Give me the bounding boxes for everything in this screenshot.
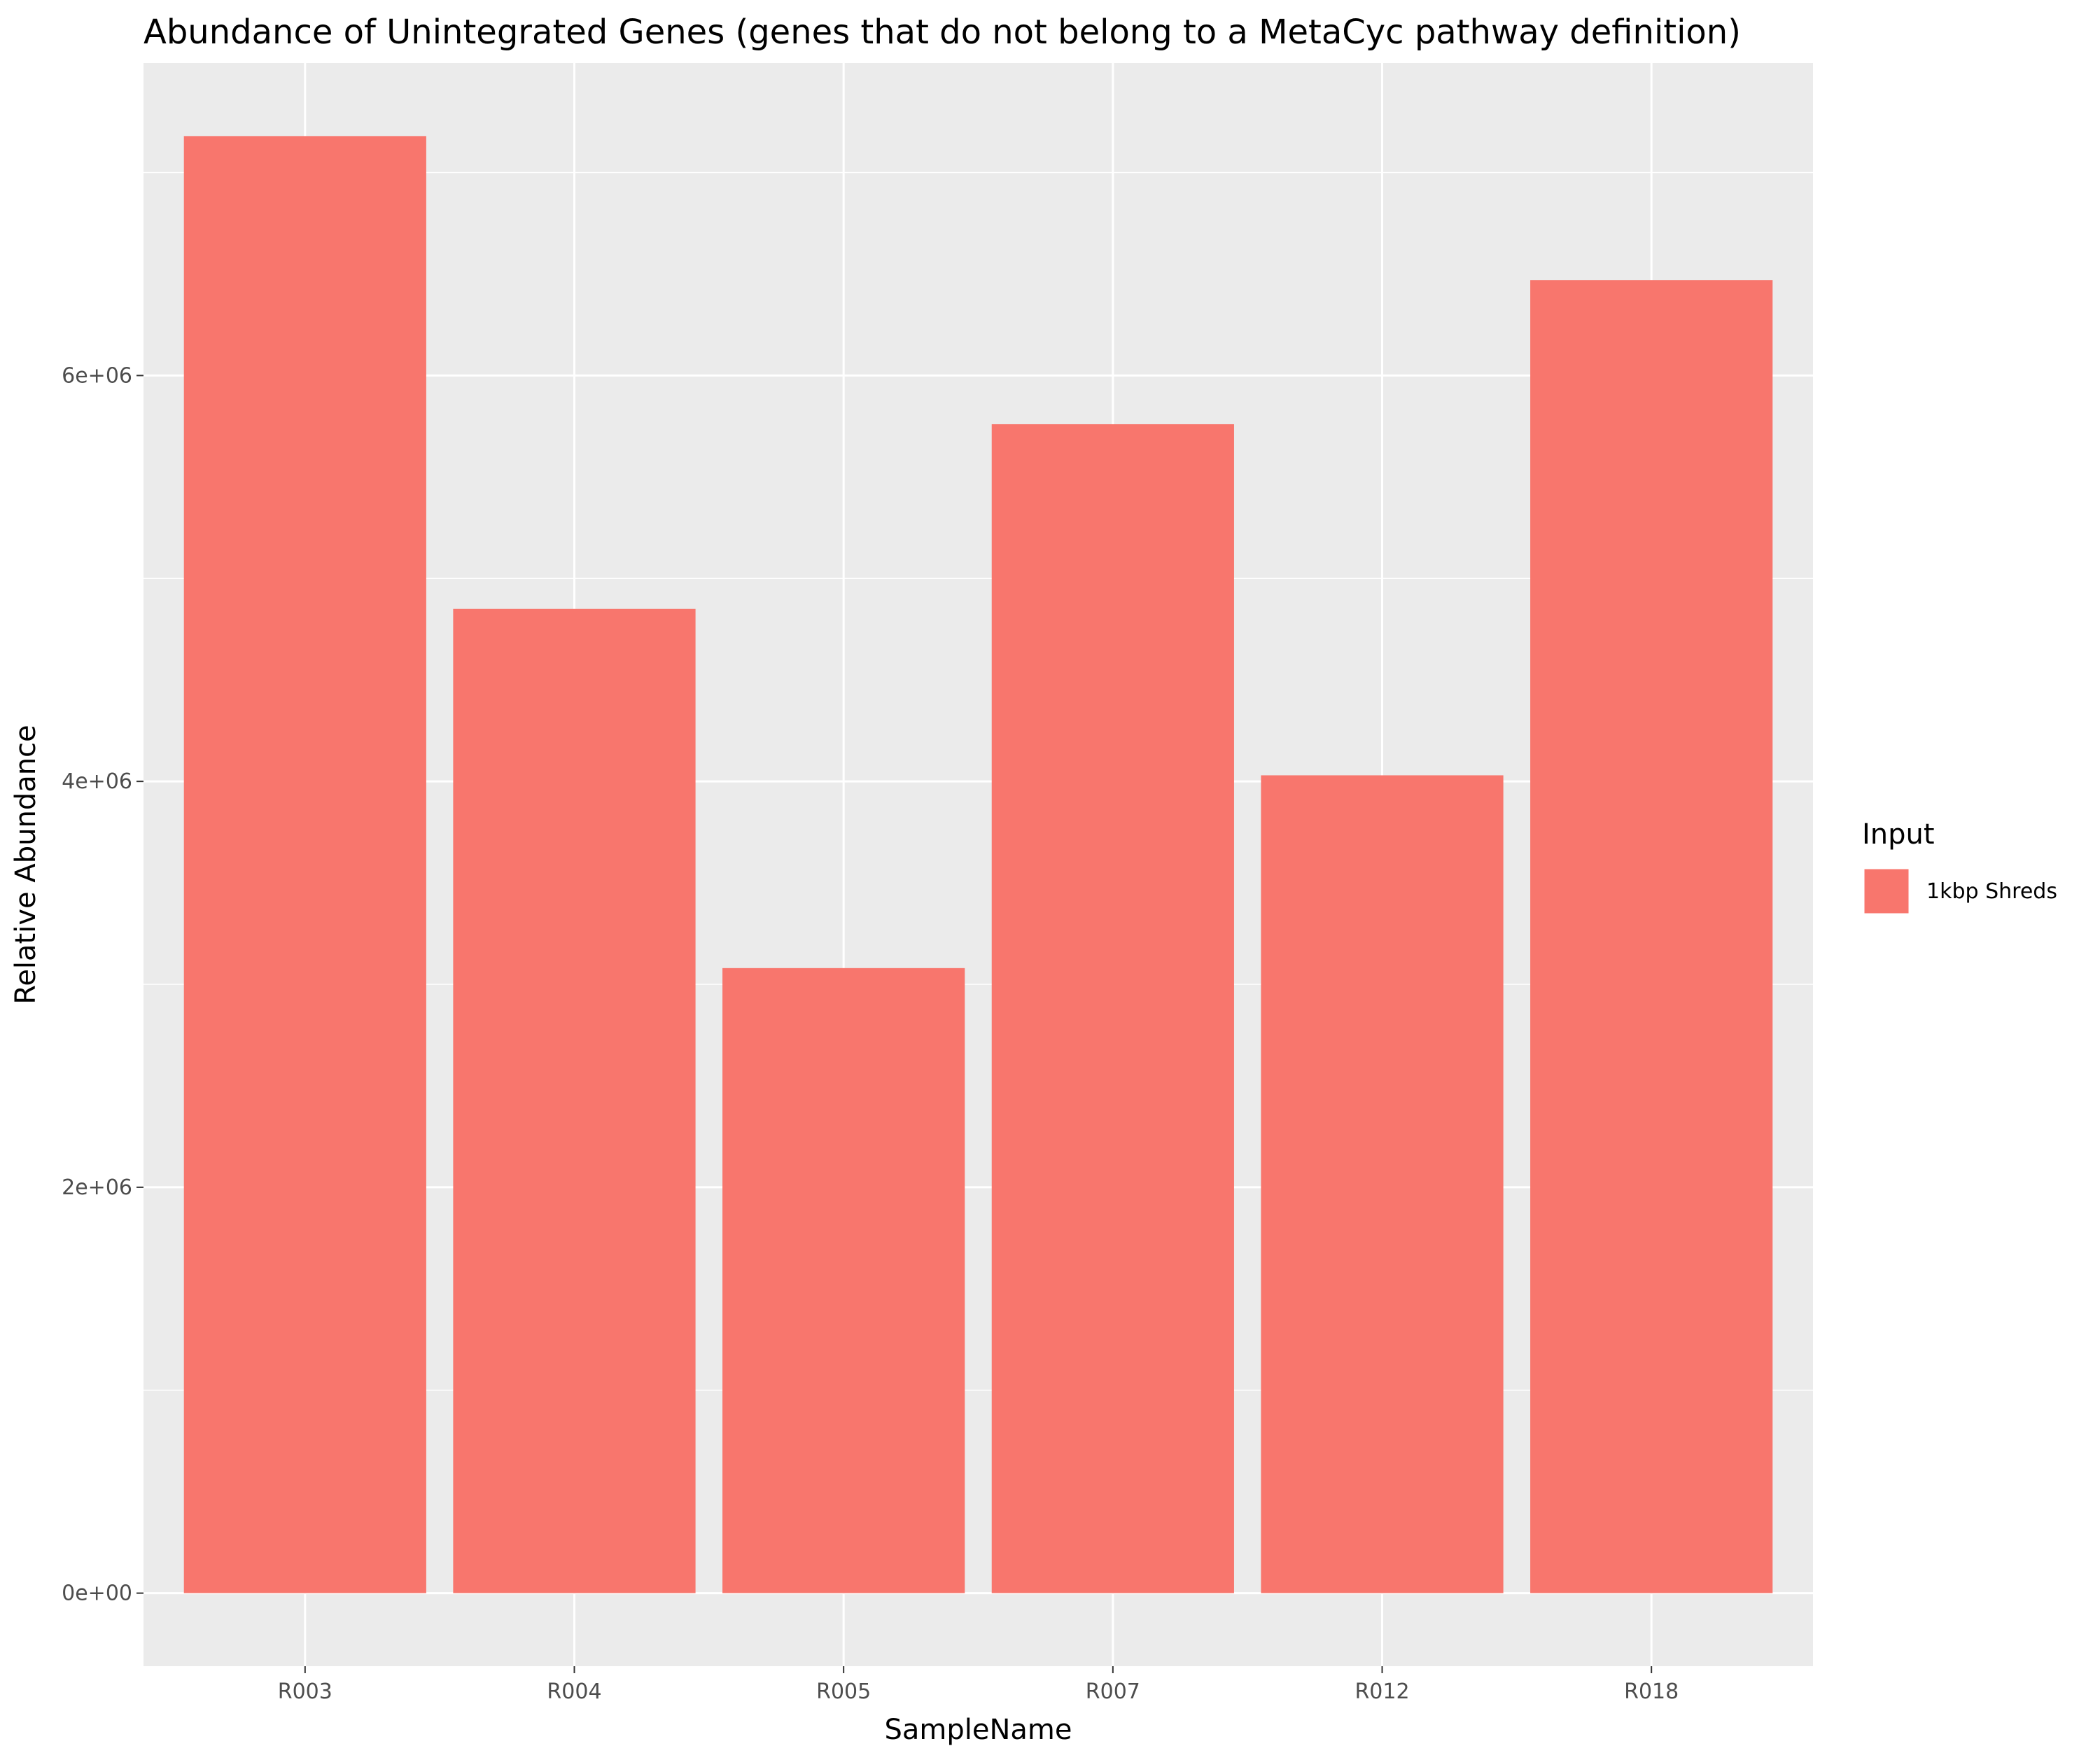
bars xyxy=(183,136,1773,1593)
y-axis-title: Relative Abundance xyxy=(10,725,42,1004)
bar-r012 xyxy=(1261,775,1504,1593)
x-tick-label: R003 xyxy=(278,1679,332,1704)
x-axis: R003 R004 R005 R007 R012 R018 xyxy=(278,1666,1679,1704)
legend-key xyxy=(1862,867,1911,916)
bar-r004 xyxy=(453,608,696,1593)
chart-title: Abundance of Unintegrated Genes (genes t… xyxy=(144,13,1741,52)
x-tick-label: R005 xyxy=(816,1679,871,1704)
x-axis-title: SampleName xyxy=(885,1714,1072,1746)
x-tick-label: R018 xyxy=(1624,1679,1679,1704)
y-tick-label: 6e+06 xyxy=(62,363,132,388)
y-axis: 0e+00 2e+06 4e+06 6e+06 xyxy=(62,363,144,1606)
bar-r007 xyxy=(991,424,1234,1593)
legend: Input 1kbp Shreds xyxy=(1862,818,2057,916)
legend-label: 1kbp Shreds xyxy=(1926,879,2057,904)
y-tick-label: 4e+06 xyxy=(62,769,132,794)
y-tick-label: 2e+06 xyxy=(62,1175,132,1200)
y-tick-label: 0e+00 xyxy=(62,1581,132,1606)
bar-r018 xyxy=(1530,280,1773,1593)
x-tick-label: R007 xyxy=(1086,1679,1140,1704)
x-tick-label: R012 xyxy=(1354,1679,1409,1704)
legend-title: Input xyxy=(1862,818,1935,851)
bar-r005 xyxy=(722,968,965,1593)
bar-r003 xyxy=(183,136,426,1593)
x-tick-label: R004 xyxy=(547,1679,601,1704)
